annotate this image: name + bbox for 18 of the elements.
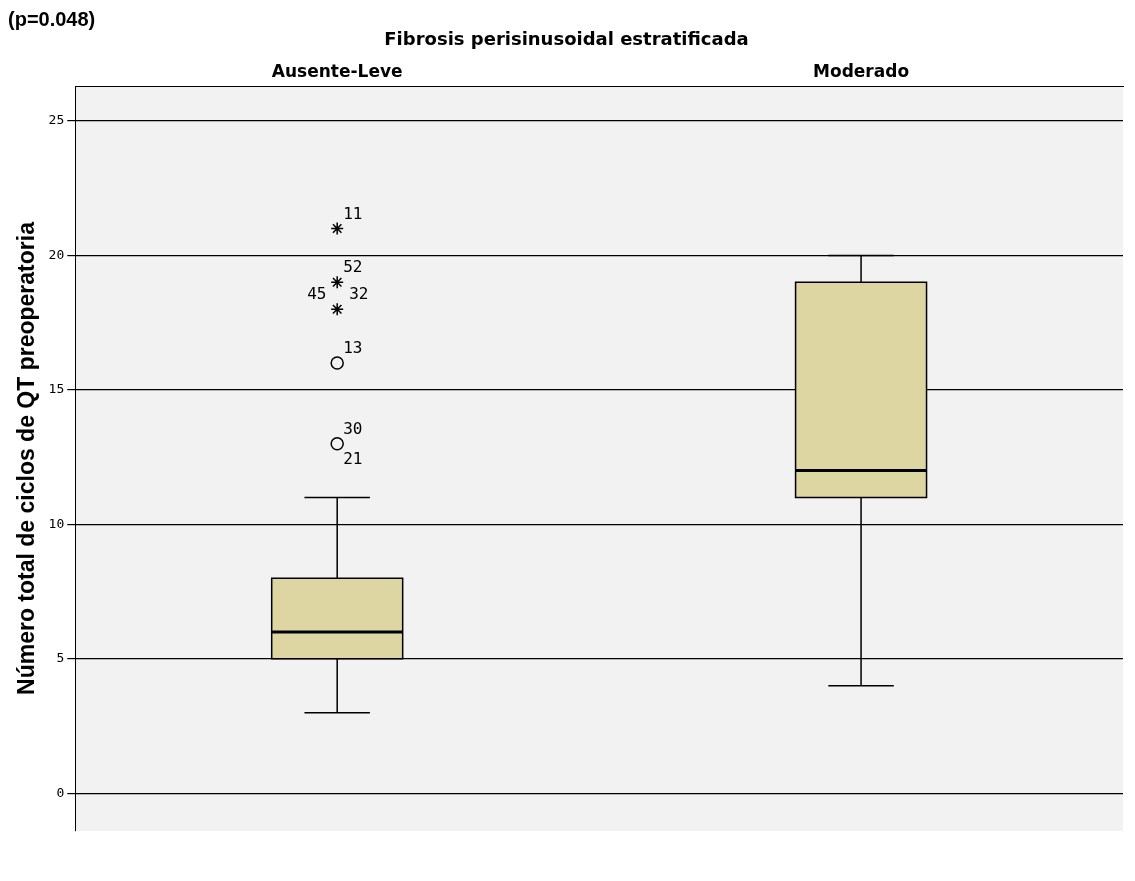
- x-tick-label: Moderado: [813, 61, 910, 82]
- annotation: 11: [343, 203, 363, 223]
- y-tick-label: 10: [48, 515, 65, 531]
- annotation: 32: [349, 284, 369, 304]
- annotation: 45: [307, 284, 327, 304]
- annotation: 13: [343, 338, 363, 358]
- annotation: 30: [343, 418, 363, 438]
- y-tick-label: 5: [56, 650, 65, 666]
- annotation: 52: [343, 257, 363, 277]
- y-axis-title: Número total de ciclos de QT preoperatoria: [13, 221, 40, 695]
- chart-title: Fibrosis perisinusoidal estratificada: [384, 28, 749, 50]
- y-tick-label: 25: [48, 112, 65, 128]
- annotation: 21: [343, 448, 363, 468]
- x-tick-label: Ausente-Leve: [271, 61, 403, 82]
- y-tick-label: 0: [56, 784, 65, 800]
- text: (p=0.048): [8, 8, 96, 31]
- y-tick-label: 20: [48, 246, 65, 262]
- y-tick-label: 15: [48, 381, 65, 397]
